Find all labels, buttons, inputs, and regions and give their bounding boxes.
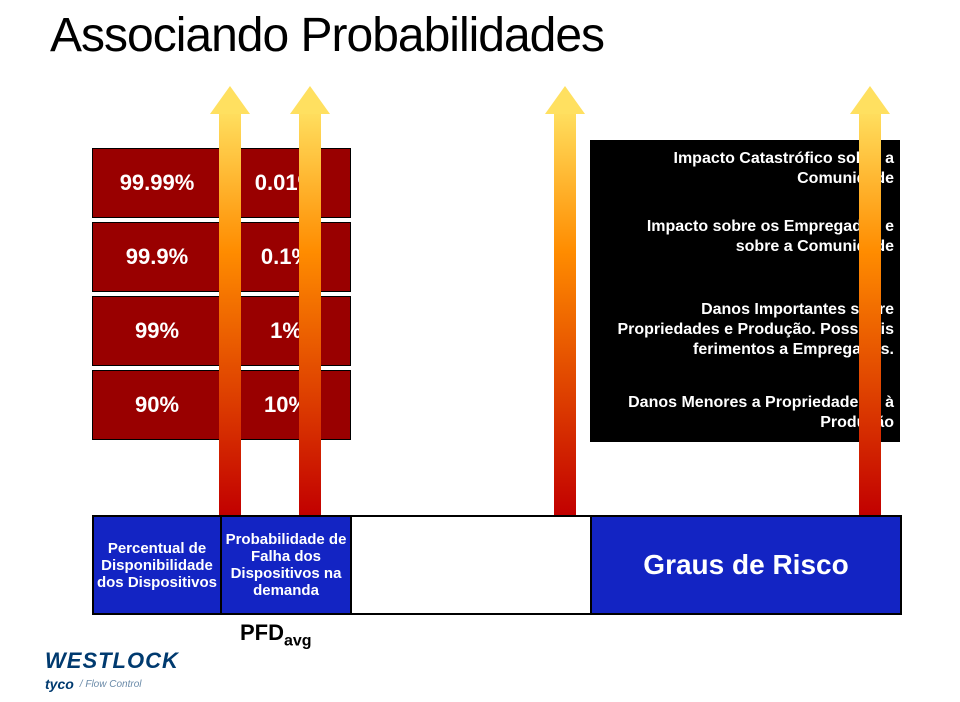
gradient-arrow-icon	[290, 110, 330, 515]
gradient-arrow-icon	[850, 110, 890, 515]
logo-brand: WESTLOCK	[45, 648, 225, 674]
legend-spacer	[352, 515, 592, 615]
gradient-arrow-icon	[545, 110, 585, 515]
availability-cell: 99.99%	[92, 148, 222, 218]
pfd-avg-label: PFDavg	[240, 620, 312, 650]
logo-flow-control: / Flow Control	[80, 679, 142, 690]
legend-availability: Percentual de Disponibilidade dos Dispos…	[92, 515, 222, 615]
availability-cell: 99.9%	[92, 222, 222, 292]
availability-cell: 99%	[92, 296, 222, 366]
logo-tyco: tyco	[45, 676, 74, 692]
page-title: Associando Probabilidades	[50, 8, 604, 63]
availability-cell: 90%	[92, 370, 222, 440]
footer-legend: Percentual de Disponibilidade dos Dispos…	[92, 515, 902, 615]
pfd-main: PFD	[240, 620, 284, 645]
brand-logo: WESTLOCK tyco / Flow Control	[45, 648, 225, 692]
logo-subline: tyco / Flow Control	[45, 676, 225, 692]
gradient-arrow-icon	[210, 110, 250, 515]
pfd-sub: avg	[284, 632, 312, 649]
legend-pfd: Probabilidade de Falha dos Dispositivos …	[222, 515, 352, 615]
legend-risk-grades: Graus de Risco	[592, 515, 902, 615]
